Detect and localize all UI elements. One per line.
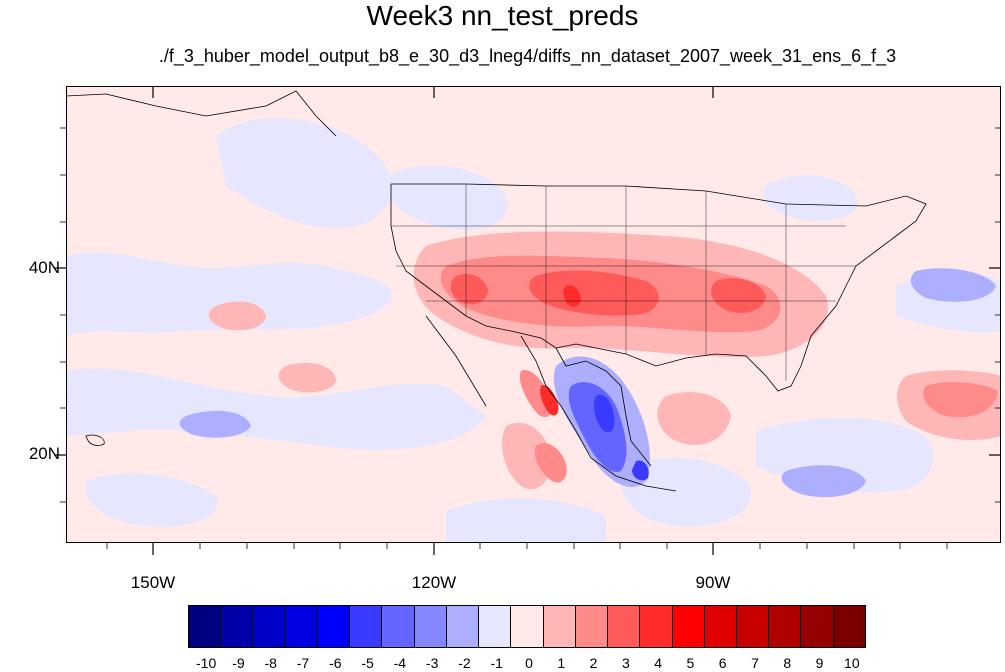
colorbar-label: -10 [196, 655, 217, 671]
colorbar-swatch [575, 606, 609, 647]
colorbar-swatch [543, 606, 576, 647]
lat-label-20n: 20N [28, 444, 60, 463]
colorbar-swatch [189, 606, 222, 647]
coastline-outline [66, 90, 927, 492]
lon-label-90w: 90W [695, 573, 731, 592]
colorbar-label: -3 [425, 655, 439, 671]
colorbar-swatch [221, 606, 254, 647]
lon-label-120w: 120W [411, 573, 457, 592]
colorbar-label: 2 [589, 655, 598, 671]
colorbar-swatch [736, 606, 770, 647]
colorbar-label: 6 [718, 655, 727, 671]
colorbar-swatch [833, 606, 865, 647]
negative-anomaly-deep-regions [593, 394, 649, 481]
colorbar-swatch [769, 606, 802, 647]
colorbar [188, 605, 866, 648]
colorbar-label: 7 [751, 655, 759, 671]
lon-label-150w: 150W [130, 573, 176, 592]
colorbar-swatch [382, 606, 415, 647]
colorbar-swatch [801, 606, 834, 647]
plot-subtitle: ./f_3_huber_model_output_b8_e_30_d3_lneg… [158, 46, 897, 66]
colorbar-swatch [479, 606, 512, 647]
colorbar-label: -8 [264, 655, 277, 671]
positive-anomaly-strong-regions [450, 270, 766, 316]
colorbar-swatch [350, 606, 383, 647]
colorbar-label: 1 [557, 655, 566, 671]
colorbar-label: 3 [621, 655, 630, 671]
colorbar-swatch [317, 606, 351, 647]
colorbar-label: -1 [490, 655, 503, 671]
anomaly-map [66, 90, 1001, 543]
colorbar-label: -9 [232, 655, 245, 671]
colorbar-label: 8 [783, 655, 792, 671]
negative-anomaly-strong-regions [568, 382, 627, 472]
colorbar-swatch [446, 606, 480, 647]
lat-label-40n: 40N [28, 258, 60, 277]
colorbar-label: 9 [815, 655, 824, 671]
map-panel [66, 86, 1001, 543]
negative-anomaly-light-regions [66, 117, 1001, 543]
colorbar-label: -6 [329, 655, 342, 671]
colorbar-label: 4 [654, 655, 663, 671]
colorbar-swatch [253, 606, 286, 647]
colorbar-swatch [414, 606, 447, 647]
colorbar-swatch [285, 606, 318, 647]
colorbar-swatch [640, 606, 673, 647]
colorbar-label: -2 [458, 655, 471, 671]
colorbar-swatch [511, 606, 544, 647]
plot-title: Week3 nn_test_preds [366, 0, 639, 31]
colorbar-swatch [672, 606, 705, 647]
colorbar-label: 5 [686, 655, 695, 671]
state-boundaries [391, 184, 856, 381]
colorbar-swatch [608, 606, 641, 647]
colorbar-swatch [704, 606, 737, 647]
colorbar-label: 10 [844, 655, 860, 671]
colorbar-label: -4 [393, 655, 407, 671]
colorbar-label: 0 [525, 655, 533, 671]
colorbar-label: -5 [361, 655, 374, 671]
colorbar-label: -7 [296, 655, 310, 671]
